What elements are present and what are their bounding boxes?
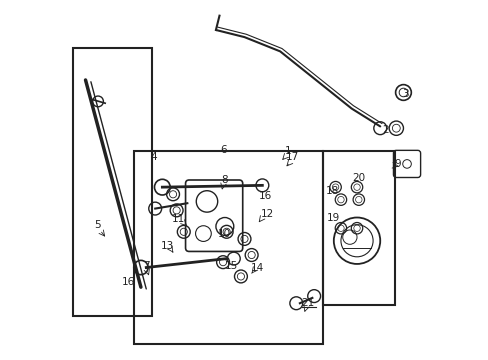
Text: 20: 20 (351, 173, 365, 183)
Bar (323, 152, 394, 305)
Text: 17: 17 (285, 152, 299, 162)
Text: 4: 4 (150, 152, 156, 162)
Text: 13: 13 (161, 241, 174, 251)
Text: 19: 19 (326, 212, 339, 222)
Text: 16: 16 (259, 191, 272, 201)
Text: 11: 11 (171, 214, 184, 224)
Text: 7: 7 (142, 261, 149, 271)
Text: 12: 12 (261, 209, 274, 219)
Text: 16: 16 (122, 277, 135, 287)
Bar (134, 152, 323, 344)
Text: 15: 15 (224, 261, 238, 271)
Text: 21: 21 (301, 298, 314, 308)
Text: 3: 3 (401, 89, 408, 99)
Text: 9: 9 (394, 159, 401, 169)
Text: 10: 10 (218, 229, 231, 239)
Text: 5: 5 (94, 220, 101, 230)
Text: 14: 14 (250, 262, 263, 273)
Text: 8: 8 (221, 175, 228, 185)
Bar (73, 48, 151, 316)
Text: 2: 2 (382, 125, 388, 135)
Text: 18: 18 (325, 186, 338, 196)
Text: 1: 1 (284, 147, 291, 157)
Text: 6: 6 (219, 145, 226, 155)
